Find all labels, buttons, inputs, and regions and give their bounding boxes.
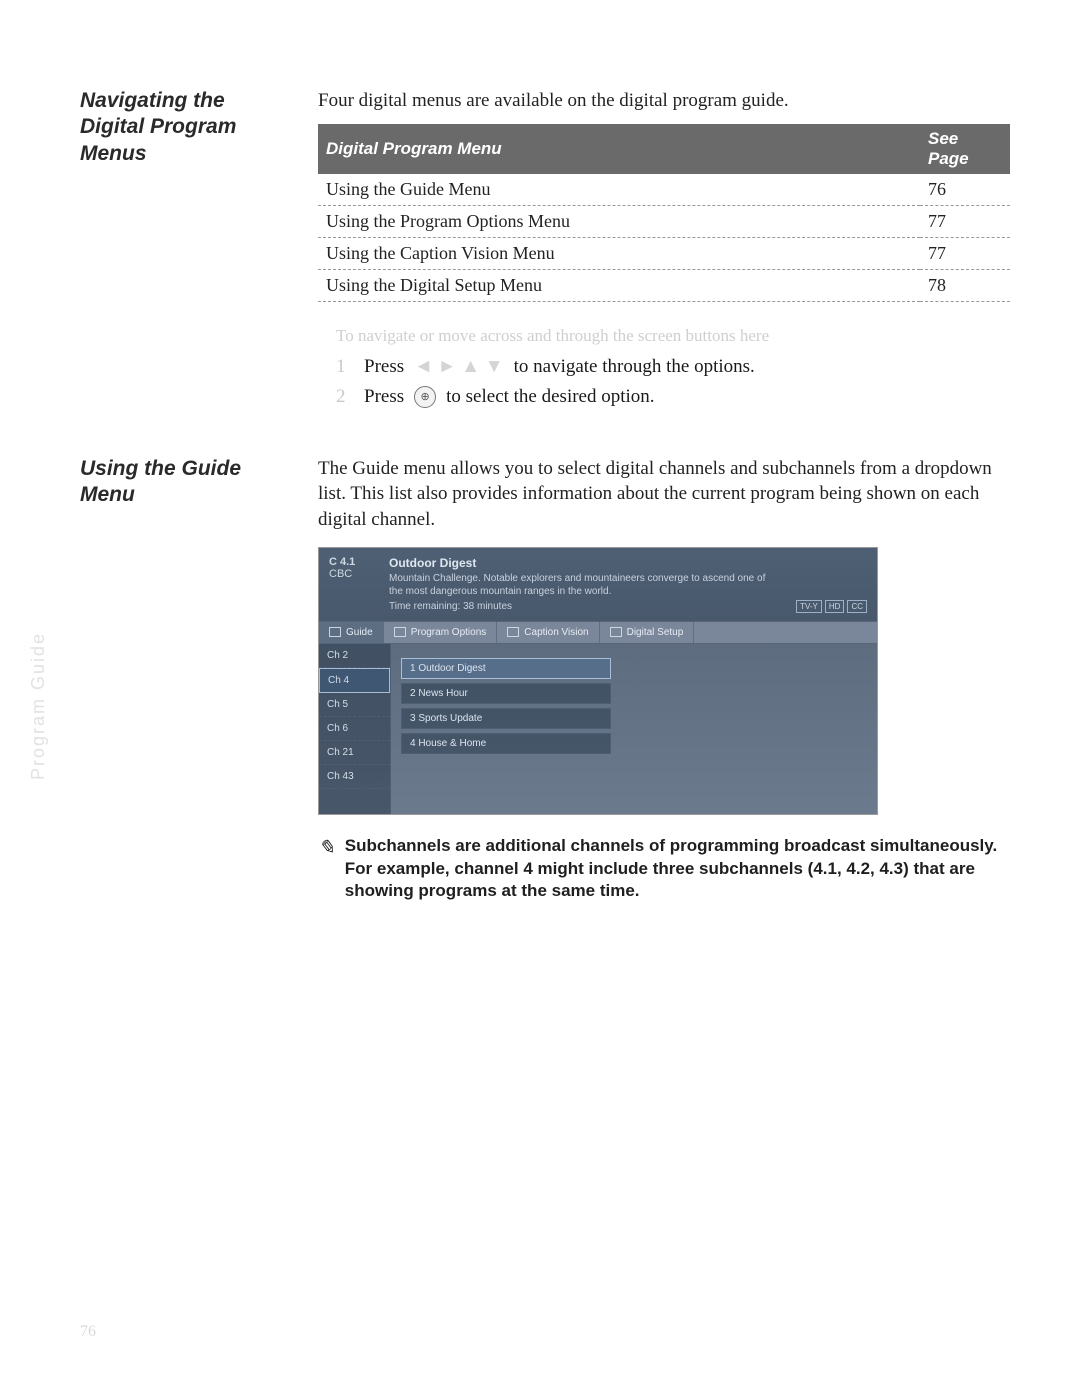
section-heading-guide: Using the Guide Menu — [80, 456, 290, 509]
channel-item[interactable]: Ch 5 — [319, 693, 390, 717]
th-page: See Page — [920, 124, 1010, 174]
program-item[interactable]: 1 Outdoor Digest — [401, 658, 611, 679]
current-network: CBC — [329, 568, 379, 580]
step-text: to select the desired option. — [446, 386, 654, 408]
guide-header: C 4.1 CBC Outdoor Digest Mountain Challe… — [319, 548, 877, 621]
digital-menu-table: Digital Program Menu See Page Using the … — [318, 124, 1010, 302]
badge: TV-Y — [796, 600, 822, 613]
select-button-icon: ⊕ — [414, 386, 436, 408]
channel-item[interactable]: Ch 4 — [319, 668, 390, 693]
note-icon: ✎ — [318, 835, 335, 904]
step-text: to navigate through the options. — [514, 356, 755, 378]
step-text: Press — [364, 386, 404, 408]
current-channel-number: C 4.1 — [329, 556, 379, 568]
faded-instruction: To navigate or move across and through t… — [336, 326, 1010, 346]
tab-label: Program Options — [411, 627, 487, 638]
section-heading-navigating: Navigating the Digital Program Menus — [80, 88, 290, 167]
side-section-label: Program Guide — [28, 632, 49, 780]
channel-item[interactable]: Ch 2 — [319, 644, 390, 668]
td-menu: Using the Guide Menu — [318, 174, 920, 206]
td-page: 76 — [920, 174, 1010, 206]
tab-program-options[interactable]: Program Options — [384, 622, 498, 643]
rating-badges: TV-Y HD CC — [796, 556, 867, 613]
current-program-desc: Mountain Challenge. Notable explorers an… — [389, 572, 769, 598]
tab-caption-vision[interactable]: Caption Vision — [497, 622, 599, 643]
tab-label: Caption Vision — [524, 627, 588, 638]
th-menu: Digital Program Menu — [318, 124, 920, 174]
td-menu: Using the Digital Setup Menu — [318, 269, 920, 301]
guide-menu-screenshot: C 4.1 CBC Outdoor Digest Mountain Challe… — [318, 547, 878, 815]
tab-label: Digital Setup — [627, 627, 684, 638]
grid-icon — [394, 627, 406, 637]
section2-intro: The Guide menu allows you to select digi… — [318, 456, 1010, 533]
note-text: Subchannels are additional channels of p… — [345, 835, 1010, 904]
table-row: Using the Program Options Menu 77 — [318, 205, 1010, 237]
setup-icon — [610, 627, 622, 637]
program-list: 1 Outdoor Digest 2 News Hour 3 Sports Up… — [391, 644, 877, 814]
step-number: 1 — [336, 356, 354, 378]
table-row: Using the Caption Vision Menu 77 — [318, 237, 1010, 269]
td-page: 78 — [920, 269, 1010, 301]
channel-item[interactable]: Ch 6 — [319, 717, 390, 741]
badge: HD — [825, 600, 845, 613]
cc-icon — [507, 627, 519, 637]
table-row: Using the Guide Menu 76 — [318, 174, 1010, 206]
note-block: ✎ Subchannels are additional channels of… — [318, 835, 1010, 904]
tab-digital-setup[interactable]: Digital Setup — [600, 622, 695, 643]
tab-guide[interactable]: Guide — [319, 622, 384, 643]
td-page: 77 — [920, 237, 1010, 269]
channel-item[interactable]: Ch 43 — [319, 765, 390, 789]
current-program-title: Outdoor Digest — [389, 556, 769, 570]
time-remaining: Time remaining: 38 minutes — [389, 600, 769, 613]
step-2: 2 Press ⊕ to select the desired option. — [336, 386, 1010, 408]
arrow-keys-icon: ◄ ► ▲ ▼ — [414, 356, 503, 378]
td-menu: Using the Caption Vision Menu — [318, 237, 920, 269]
list-icon — [329, 627, 341, 637]
step-number: 2 — [336, 386, 354, 408]
program-item[interactable]: 4 House & Home — [401, 733, 611, 754]
table-row: Using the Digital Setup Menu 78 — [318, 269, 1010, 301]
channel-item[interactable]: Ch 21 — [319, 741, 390, 765]
td-page: 77 — [920, 205, 1010, 237]
guide-tabs: Guide Program Options Caption Vision Dig… — [319, 621, 877, 644]
channel-list[interactable]: Ch 2 Ch 4 Ch 5 Ch 6 Ch 21 Ch 43 — [319, 644, 391, 814]
step-1: 1 Press ◄ ► ▲ ▼ to navigate through the … — [336, 356, 1010, 378]
page-number: 76 — [80, 1323, 96, 1341]
badge: CC — [847, 600, 867, 613]
tab-label: Guide — [346, 627, 373, 638]
program-item[interactable]: 2 News Hour — [401, 683, 611, 704]
step-text: Press — [364, 356, 404, 378]
program-item[interactable]: 3 Sports Update — [401, 708, 611, 729]
td-menu: Using the Program Options Menu — [318, 205, 920, 237]
section1-intro: Four digital menus are available on the … — [318, 88, 1010, 114]
